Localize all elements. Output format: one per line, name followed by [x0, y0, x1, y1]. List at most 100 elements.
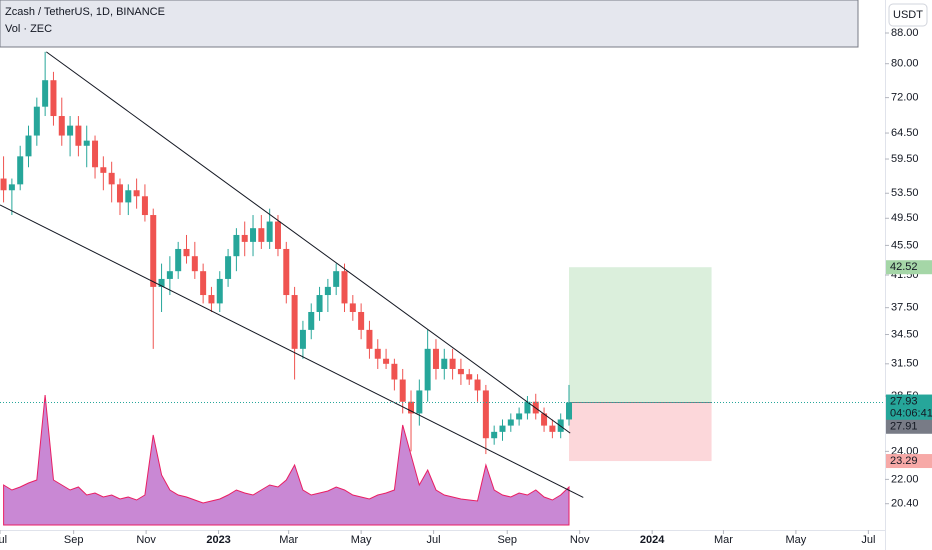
- plot-area: [0, 51, 885, 526]
- x-tick-label: May: [351, 534, 372, 546]
- stop-zone: [569, 402, 712, 462]
- countdown-label: 04:06:41: [890, 407, 932, 419]
- candle-body: [200, 271, 207, 296]
- x-tick-label: Sep: [497, 534, 517, 546]
- candle-body: [524, 401, 531, 414]
- candle-body: [216, 278, 223, 304]
- target-price-label: 42.52: [890, 261, 918, 273]
- candle-body: [266, 221, 273, 242]
- y-tick-label: 88.00: [891, 27, 919, 39]
- candle-body: [366, 329, 373, 349]
- candle-body: [466, 374, 473, 380]
- candle-body: [75, 125, 82, 146]
- candle-body: [491, 431, 498, 439]
- symbol-title: Zcash / TetherUS, 1D, BINANCE: [5, 6, 165, 18]
- last-price-label: 27.93: [890, 395, 918, 407]
- candle-body: [250, 228, 257, 242]
- candle-body: [108, 172, 115, 185]
- candle-body: [183, 248, 190, 257]
- y-tick-label: 20.40: [891, 498, 919, 510]
- x-tick-label: Sep: [64, 534, 84, 546]
- prev-price-bg: [886, 419, 932, 434]
- candle-body: [133, 190, 140, 197]
- candle-body: [150, 215, 157, 287]
- candle-body: [308, 311, 315, 330]
- candle-body: [358, 311, 365, 330]
- currency-label[interactable]: USDT: [893, 9, 923, 21]
- candle-body: [474, 379, 481, 391]
- candle-body: [42, 80, 49, 107]
- candle-body: [399, 379, 406, 402]
- x-tick-label: Jul: [427, 534, 441, 546]
- y-tick-label: 80.00: [891, 58, 919, 70]
- candle-body: [17, 156, 24, 185]
- candle-body: [233, 234, 240, 257]
- candle-body: [516, 413, 523, 420]
- y-tick-label: 45.50: [891, 239, 919, 251]
- candle-body: [241, 234, 248, 242]
- candle-body: [208, 295, 215, 304]
- candle-body: [507, 419, 514, 426]
- legend-panel: [0, 0, 859, 48]
- candle-body: [67, 125, 74, 136]
- y-tick-label: 34.50: [891, 328, 919, 340]
- y-tick-label: 49.50: [891, 212, 919, 224]
- target-zone: [569, 267, 712, 403]
- y-tick-label: 64.50: [891, 127, 919, 139]
- x-tick-label: Nov: [136, 534, 156, 546]
- stop-price-label-bg: [886, 454, 932, 469]
- candle-body: [258, 228, 265, 242]
- candle-body: [383, 358, 390, 364]
- candle-body: [125, 190, 132, 203]
- y-tick-label: 31.50: [891, 358, 919, 370]
- candle-body: [541, 413, 548, 426]
- candle-body: [291, 295, 298, 349]
- candle-body: [482, 390, 489, 439]
- candle-body: [416, 390, 423, 414]
- x-tick-label: Nov: [570, 534, 590, 546]
- candle-body: [299, 329, 306, 349]
- y-tick-label: 53.50: [891, 187, 919, 199]
- candle-body: [432, 348, 439, 369]
- last-price-bg: [886, 394, 932, 421]
- candle-body: [316, 295, 323, 312]
- candle-body: [8, 184, 15, 191]
- candle-body: [283, 248, 290, 296]
- candle-body: [158, 278, 165, 287]
- prev-price-label: 27.91: [890, 421, 918, 433]
- candle-body: [83, 140, 90, 146]
- candle-body: [58, 116, 65, 136]
- stop-price-label: 23.29: [890, 455, 918, 467]
- candle-body: [499, 425, 506, 432]
- x-tick-label: Mar: [279, 534, 298, 546]
- target-price-label-bg: [886, 260, 932, 275]
- candle-body: [324, 286, 331, 296]
- x-tick-label: 2023: [206, 534, 230, 546]
- candle-body: [333, 271, 340, 287]
- candle-body: [374, 348, 381, 359]
- candle-body: [175, 248, 182, 272]
- candle-body: [33, 106, 40, 136]
- candle-body: [566, 402, 573, 420]
- x-tick-label: 2024: [640, 534, 665, 546]
- candle-body: [141, 196, 148, 216]
- trendline: [0, 204, 584, 498]
- trendline: [46, 51, 571, 434]
- candle-body: [25, 135, 32, 157]
- candle-body: [391, 363, 398, 380]
- candle-body: [92, 140, 99, 168]
- x-tick-label: Jul: [861, 534, 875, 546]
- candle-body: [549, 425, 556, 432]
- candle-body: [166, 271, 173, 279]
- candle-body: [0, 178, 7, 191]
- candle-body: [349, 303, 356, 312]
- candle-body: [191, 256, 198, 272]
- y-tick-label: 59.50: [891, 153, 919, 165]
- x-tick-label: Jul: [0, 534, 7, 546]
- x-tick-label: Mar: [714, 534, 733, 546]
- x-tick-label: May: [786, 534, 807, 546]
- candle-body: [408, 401, 415, 414]
- currency-button[interactable]: [888, 3, 928, 27]
- candle-body: [50, 80, 57, 117]
